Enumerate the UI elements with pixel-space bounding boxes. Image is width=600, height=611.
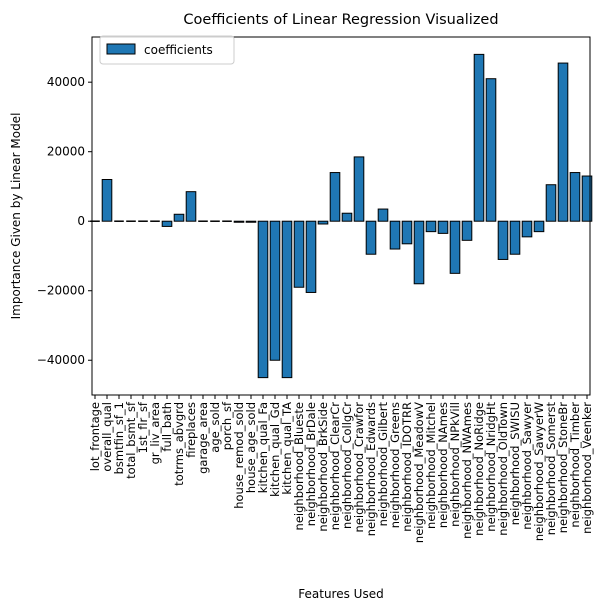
- bar-neighborhood_NridgHt: [485, 78, 497, 222]
- x-tick-label: neighborhood_CollgCr: [340, 402, 354, 529]
- bar-neighborhood_MeadowV: [413, 220, 425, 285]
- bar-totrms_abvgrd: [173, 213, 185, 222]
- y-axis: −40000 −20000 0 20000 40000: [37, 75, 92, 367]
- bar-full_bath: [161, 220, 173, 227]
- bar-neighborhood_NPkVill: [449, 220, 461, 274]
- bar-kitchen_qual_Gd: [269, 220, 281, 361]
- x-tick-label: neighborhood_NoRidge: [472, 402, 486, 536]
- plot-background: [92, 37, 590, 395]
- bar-neighborhood_Veenker: [581, 175, 593, 222]
- x-tick-label: neighborhood_ClearCr: [328, 402, 342, 531]
- y-axis-label: Importance Given by Linear Model: [9, 113, 23, 320]
- x-tick-label: neighborhood_Gilbert: [376, 402, 390, 527]
- x-tick-label: neighborhood_Edwards: [364, 402, 378, 536]
- bar-neighborhood_StoneBr: [557, 62, 569, 222]
- bar-neighborhood_Blueste: [293, 220, 305, 288]
- x-tick-label: neighborhood_Mitchel: [424, 402, 438, 529]
- x-tick-label: kitchen_qual_Gd: [268, 402, 282, 497]
- plot-area: [90, 36, 593, 396]
- x-tick-label: neighborhood_BrDale: [304, 402, 318, 526]
- x-tick-label: neighborhood_Somerst: [544, 402, 558, 536]
- x-tick-label: neighborhood_NridgHt: [484, 402, 498, 532]
- bar-neighborhood_SawyerW: [533, 220, 545, 233]
- x-tick-label: kitchen_qual_Fa: [256, 402, 270, 493]
- x-tick-label: neighborhood_NPkVill: [448, 402, 462, 527]
- y-tick-label: 0: [77, 214, 85, 228]
- x-tick-label: house_age_sold: [244, 402, 258, 493]
- x-tick-label: full_bath: [160, 402, 174, 452]
- y-tick-label: −40000: [37, 353, 85, 367]
- x-tick-label: house_remod_sold: [232, 402, 246, 509]
- bar-house_age_sold: [245, 220, 257, 223]
- x-tick-label: neighborhood_SWISU: [508, 402, 522, 525]
- x-tick-label: age_sold: [208, 402, 222, 453]
- x-tick-label: neighborhood_BrkSide: [316, 402, 330, 532]
- x-tick-label: fireplaces: [184, 402, 198, 458]
- chart-title: Coefficients of Linear Regression Visual…: [183, 12, 498, 28]
- bar-neighborhood_NoRidge: [473, 53, 485, 222]
- plot-frame: [91, 36, 591, 396]
- x-tick-label: neighborhood_SawyerW: [532, 402, 546, 541]
- y-tick-label: 40000: [47, 75, 85, 89]
- bar-neighborhood_Somerst: [545, 184, 557, 222]
- legend-label: coefficients: [144, 43, 213, 57]
- bar-neighborhood_Sawyer: [521, 220, 533, 238]
- bar-neighborhood_Crawfor: [353, 156, 365, 222]
- bar-neighborhood_Greens: [389, 220, 401, 250]
- bar-neighborhood_Timber: [569, 172, 581, 222]
- x-tick-label: porch_sf: [220, 401, 234, 450]
- x-tick-label: kitchen_qual_TA: [280, 402, 294, 495]
- bar-neighborhood_BrDale: [305, 220, 317, 293]
- bar-neighborhood_NWAmes: [461, 220, 473, 241]
- bar-overall_qual: [101, 179, 113, 222]
- x-tick-label: bsmtfin_sf_1: [112, 402, 126, 474]
- x-tick-label: garage_area: [196, 402, 210, 474]
- x-tick-label: neighborhood_Veenker: [580, 402, 594, 534]
- x-tick-label: neighborhood_IDOTRR: [400, 402, 414, 532]
- bar-house_remod_sold: [233, 220, 245, 223]
- x-tick-label: neighborhood_NWAmes: [460, 402, 474, 539]
- bar-kitchen_qual_Fa: [257, 220, 269, 379]
- x-tick-label: overall_qual: [100, 402, 114, 472]
- x-tick-label: neighborhood_NAmes: [436, 402, 450, 528]
- x-axis: lot_frontageoverall_qualbsmtfin_sf_1tota…: [88, 395, 594, 543]
- bar-fireplaces: [185, 191, 197, 222]
- bars-layer: [101, 53, 593, 379]
- x-tick-label: neighborhood_Sawyer: [520, 402, 534, 530]
- y-tick-label: 20000: [47, 145, 85, 159]
- bar-neighborhood_ClearCr: [329, 172, 341, 222]
- legend-box: [99, 35, 235, 65]
- x-tick-label: total_bsmt_sf: [124, 401, 138, 479]
- x-tick-label: 1st_flr_sf: [136, 401, 150, 453]
- x-tick-label: neighborhood_MeadowV: [412, 402, 426, 543]
- x-tick-label: totrms_abvgrd: [172, 402, 186, 486]
- bar-neighborhood_CollgCr: [341, 212, 353, 222]
- x-tick-label: gr_liv_area: [148, 402, 162, 464]
- bar-neighborhood_Gilbert: [377, 208, 389, 222]
- bar-neighborhood_BrkSide: [317, 220, 329, 225]
- bar-neighborhood_SWISU: [509, 220, 521, 255]
- x-tick-label: lot_frontage: [88, 402, 102, 471]
- bar-neighborhood_IDOTRR: [401, 220, 413, 245]
- bar-neighborhood_NAmes: [437, 220, 449, 234]
- legend-swatch: [106, 43, 136, 55]
- bar-kitchen_qual_TA: [281, 220, 293, 379]
- x-tick-label: neighborhood_OldTown: [496, 402, 510, 536]
- y-tick-label: −20000: [37, 284, 85, 298]
- bar-neighborhood_OldTown: [497, 220, 509, 260]
- x-tick-label: neighborhood_Greens: [388, 402, 402, 528]
- x-axis-label: Features Used: [298, 587, 383, 601]
- x-tick-label: neighborhood_Crawfor: [352, 402, 366, 533]
- x-tick-label: neighborhood_StoneBr: [556, 402, 570, 534]
- x-tick-label: neighborhood_Blueste: [292, 402, 306, 530]
- legend: coefficients: [99, 35, 235, 65]
- x-tick-label: neighborhood_Timber: [568, 402, 582, 528]
- bar-neighborhood_Edwards: [365, 220, 377, 255]
- bar-neighborhood_Mitchel: [425, 220, 437, 233]
